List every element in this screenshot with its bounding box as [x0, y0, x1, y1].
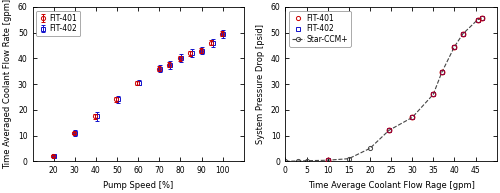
X-axis label: Pump Speed [%]: Pump Speed [%] — [103, 181, 174, 190]
Text: (a): (a) — [36, 11, 51, 21]
X-axis label: Time Average Coolant Flow Rage [gpm]: Time Average Coolant Flow Rage [gpm] — [308, 181, 474, 190]
Y-axis label: System Pressure Drop [psid]: System Pressure Drop [psid] — [256, 24, 265, 144]
Legend: FIT-401, FIT-402: FIT-401, FIT-402 — [36, 11, 80, 36]
Y-axis label: Time Averaged Coolant Flow Rate [gpm]: Time Averaged Coolant Flow Rate [gpm] — [4, 0, 13, 169]
Legend: FIT-401, FIT-402, Star-CCM+: FIT-401, FIT-402, Star-CCM+ — [289, 11, 350, 47]
Text: (b): (b) — [290, 11, 304, 21]
